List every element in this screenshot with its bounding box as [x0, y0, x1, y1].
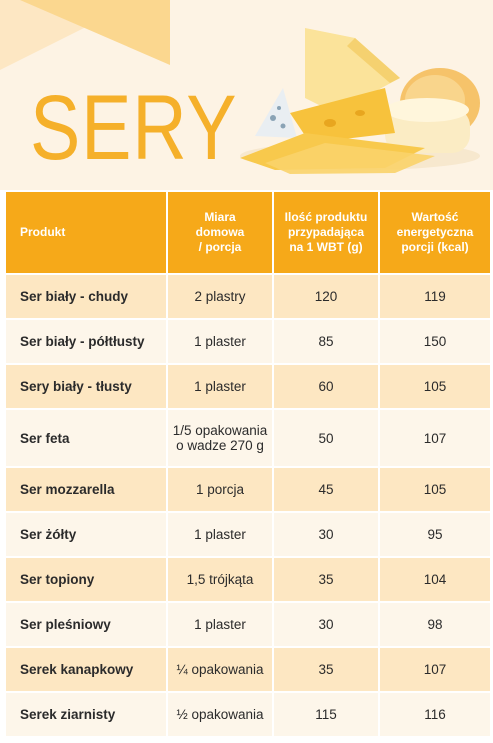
- page-title: SERY: [30, 77, 238, 179]
- table-row: Serek kanapkowy ¼ opakowania 35 107: [6, 648, 490, 691]
- table-row: Ser pleśniowy 1 plaster 30 98: [6, 603, 490, 646]
- table-header-row: Produkt Miara domowa / porcja Ilość prod…: [6, 192, 490, 273]
- table-cell: Ser feta: [6, 410, 166, 466]
- table-cell: 35: [274, 558, 378, 601]
- table-cell: 30: [274, 513, 378, 556]
- cheese-table: Produkt Miara domowa / porcja Ilość prod…: [4, 190, 492, 738]
- table-row: Ser topiony 1,5 trójkąta 35 104: [6, 558, 490, 601]
- table-cell: 107: [380, 410, 490, 466]
- decorative-shape: [20, 0, 170, 65]
- table-row: Ser biały - półtłusty 1 plaster 85 150: [6, 320, 490, 363]
- table-cell: ½ opakowania: [168, 693, 272, 736]
- table-cell: 95: [380, 513, 490, 556]
- table-cell: 1,5 trójkąta: [168, 558, 272, 601]
- table-row: Sery biały - tłusty 1 plaster 60 105: [6, 365, 490, 408]
- table-cell: 150: [380, 320, 490, 363]
- table-cell: Ser mozzarella: [6, 468, 166, 511]
- table-cell: 107: [380, 648, 490, 691]
- column-header: Produkt: [6, 192, 166, 273]
- table-cell: 105: [380, 468, 490, 511]
- table-cell: 120: [274, 275, 378, 318]
- table-cell: 45: [274, 468, 378, 511]
- table-cell: 1 plaster: [168, 320, 272, 363]
- table-cell: Ser biały - chudy: [6, 275, 166, 318]
- table-cell: 1 porcja: [168, 468, 272, 511]
- table-cell: Ser topiony: [6, 558, 166, 601]
- column-header: Wartość energetyczna porcji (kcal): [380, 192, 490, 273]
- table-row: Serek ziarnisty ½ opakowania 115 116: [6, 693, 490, 736]
- table-cell: 104: [380, 558, 490, 601]
- table-cell: 1 plaster: [168, 365, 272, 408]
- table-cell: ¼ opakowania: [168, 648, 272, 691]
- table-cell: 1 plaster: [168, 513, 272, 556]
- table-cell: 35: [274, 648, 378, 691]
- column-header: Miara domowa / porcja: [168, 192, 272, 273]
- table-row: Ser biały - chudy 2 plastry 120 119: [6, 275, 490, 318]
- table-cell: 1/5 opakowania o wadze 270 g: [168, 410, 272, 466]
- cheese-image: [240, 28, 480, 174]
- table-cell: 85: [274, 320, 378, 363]
- table-row: Ser mozzarella 1 porcja 45 105: [6, 468, 490, 511]
- header-banner: SERY: [0, 0, 493, 190]
- table-cell: 60: [274, 365, 378, 408]
- table-cell: Serek ziarnisty: [6, 693, 166, 736]
- table-cell: Sery biały - tłusty: [6, 365, 166, 408]
- table-cell: Serek kanapkowy: [6, 648, 166, 691]
- table-row: Ser żółty 1 plaster 30 95: [6, 513, 490, 556]
- table-cell: 1 plaster: [168, 603, 272, 646]
- table-cell: 116: [380, 693, 490, 736]
- table-cell: 119: [380, 275, 490, 318]
- column-header: Ilość produktu przypadająca na 1 WBT (g): [274, 192, 378, 273]
- table-cell: 105: [380, 365, 490, 408]
- table-cell: Ser pleśniowy: [6, 603, 166, 646]
- table-cell: 50: [274, 410, 378, 466]
- table-cell: 98: [380, 603, 490, 646]
- table-cell: 2 plastry: [168, 275, 272, 318]
- table-cell: Ser biały - półtłusty: [6, 320, 166, 363]
- table-cell: 115: [274, 693, 378, 736]
- table-row: Ser feta 1/5 opakowania o wadze 270 g 50…: [6, 410, 490, 466]
- table-cell: Ser żółty: [6, 513, 166, 556]
- table-cell: 30: [274, 603, 378, 646]
